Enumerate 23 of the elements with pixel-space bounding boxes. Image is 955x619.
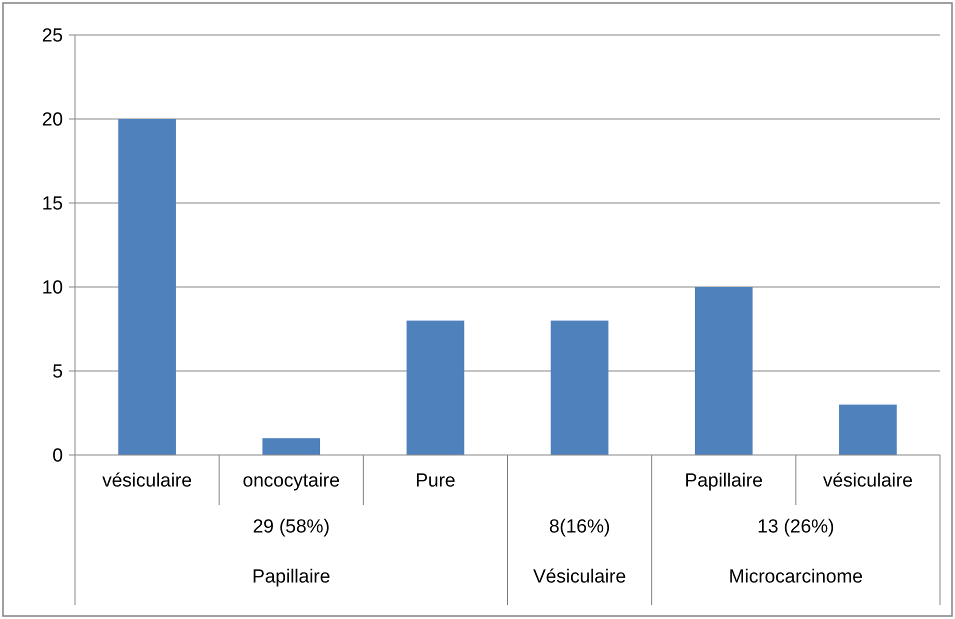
bar — [406, 320, 464, 455]
x-tick-label: Papillaire — [684, 470, 763, 492]
y-tick-label: 0 — [52, 446, 63, 467]
x-tick-label: oncocytaire — [242, 470, 340, 492]
y-tick-label: 5 — [52, 362, 63, 383]
bar — [694, 287, 753, 455]
text: 29 (58%) — [252, 516, 330, 538]
text: Microcarcinome — [728, 566, 863, 588]
bar — [839, 404, 897, 455]
y-tick-label: 20 — [42, 110, 63, 131]
text: Papillaire — [252, 566, 330, 588]
y-tick-label: 15 — [42, 194, 63, 215]
x-tick-label: vésiculaire — [823, 470, 913, 492]
text: 13 (26%) — [757, 516, 834, 538]
x-tick-label: vésiculaire — [102, 470, 192, 492]
text: 8(16%) — [548, 516, 610, 538]
x-tick-label: Pure — [415, 470, 456, 492]
y-tick-label: 10 — [42, 278, 63, 299]
bar — [550, 320, 608, 455]
bar — [118, 119, 176, 455]
text: Vésiculaire — [533, 566, 626, 588]
y-tick-label: 25 — [42, 26, 63, 47]
bar — [262, 438, 320, 455]
